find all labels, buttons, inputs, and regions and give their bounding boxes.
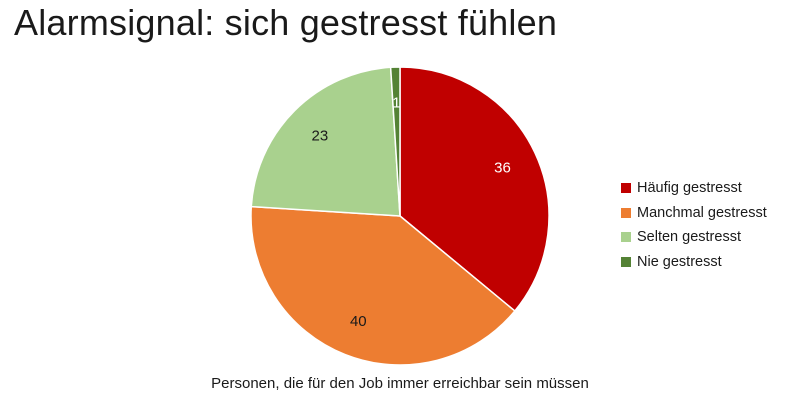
legend-label: Häufig gestresst (637, 180, 742, 197)
pie-slice[interactable] (389, 66, 401, 217)
data-label: 36 (494, 159, 511, 176)
data-label: 40 (350, 313, 367, 330)
legend-item[interactable]: Häufig gestresst (621, 176, 767, 201)
legend-label: Manchmal gestresst (637, 204, 767, 221)
chart-legend: Häufig gestresst Manchmal gestresst Selt… (621, 176, 767, 274)
legend-swatch (621, 256, 631, 267)
data-label: 1 (392, 94, 400, 111)
legend-label: Selten gestresst (637, 229, 741, 246)
data-label: 23 (312, 127, 329, 144)
legend-item[interactable]: Nie gestresst (621, 250, 767, 275)
legend-swatch (621, 207, 631, 218)
chart-title: Alarmsignal: sich gestresst fühlen (14, 2, 558, 43)
pie-slice[interactable] (250, 66, 401, 217)
chart-caption: Personen, die für den Job immer erreichb… (211, 375, 589, 392)
pie-slice[interactable] (399, 66, 550, 313)
pie-data-labels: 36 40 23 1 (312, 94, 511, 329)
legend-swatch (621, 232, 631, 243)
legend-label: Nie gestresst (637, 253, 722, 270)
legend-item[interactable]: Manchmal gestresst (621, 201, 767, 226)
pie-slice[interactable] (250, 205, 516, 366)
pie-slices (250, 66, 550, 366)
legend-swatch (621, 183, 631, 194)
legend-item[interactable]: Selten gestresst (621, 225, 767, 250)
